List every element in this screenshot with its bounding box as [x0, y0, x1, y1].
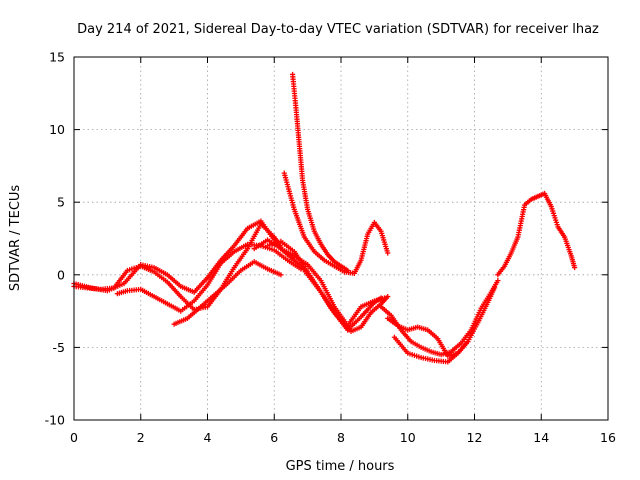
- data-point: [278, 272, 284, 278]
- series-sat-b: [71, 218, 277, 295]
- y-axis-label: SDTVAR / TECUs: [8, 185, 23, 292]
- data-point: [495, 278, 501, 284]
- series-sat-h: [281, 170, 391, 276]
- data-point: [572, 264, 578, 271]
- x-tick-label: 14: [533, 430, 549, 445]
- axis-ticks: 0 2 4 6 8 10 12 14 16 -10 -5 0 5 10 15: [45, 50, 616, 446]
- x-tick-label: 10: [400, 430, 416, 445]
- x-axis-label: GPS time / hours: [286, 459, 395, 474]
- chart-title: Day 214 of 2021, Sidereal Day-to-day VTE…: [77, 22, 599, 37]
- series-sat-d: [171, 259, 284, 327]
- data-point: [491, 285, 498, 291]
- data-point: [345, 267, 351, 274]
- series-sat-i: [290, 71, 351, 274]
- x-tick-label: 4: [204, 430, 212, 445]
- x-tick-label: 12: [467, 430, 483, 445]
- series-sat-a: [71, 221, 284, 313]
- x-tick-label: 0: [70, 430, 78, 445]
- series-sat-j: [378, 278, 501, 358]
- x-tick-label: 16: [600, 430, 616, 445]
- x-tick-label: 6: [270, 430, 278, 445]
- data-points: [71, 71, 578, 365]
- y-tick-label: 10: [49, 122, 65, 137]
- x-tick-label: 8: [337, 430, 345, 445]
- series-sat-l: [391, 334, 471, 365]
- y-tick-label: 15: [49, 50, 65, 65]
- data-point: [385, 250, 391, 256]
- data-point: [385, 293, 391, 300]
- x-tick-label: 2: [137, 430, 145, 445]
- y-tick-label: 5: [57, 195, 65, 210]
- series-sat-m: [495, 190, 578, 278]
- grid-lines: [74, 57, 608, 420]
- y-tick-label: -10: [45, 413, 65, 428]
- y-tick-label: -5: [53, 340, 65, 355]
- data-point: [465, 338, 471, 345]
- data-point: [378, 295, 384, 301]
- y-tick-label: 0: [57, 267, 65, 282]
- series-sat-g: [278, 246, 391, 335]
